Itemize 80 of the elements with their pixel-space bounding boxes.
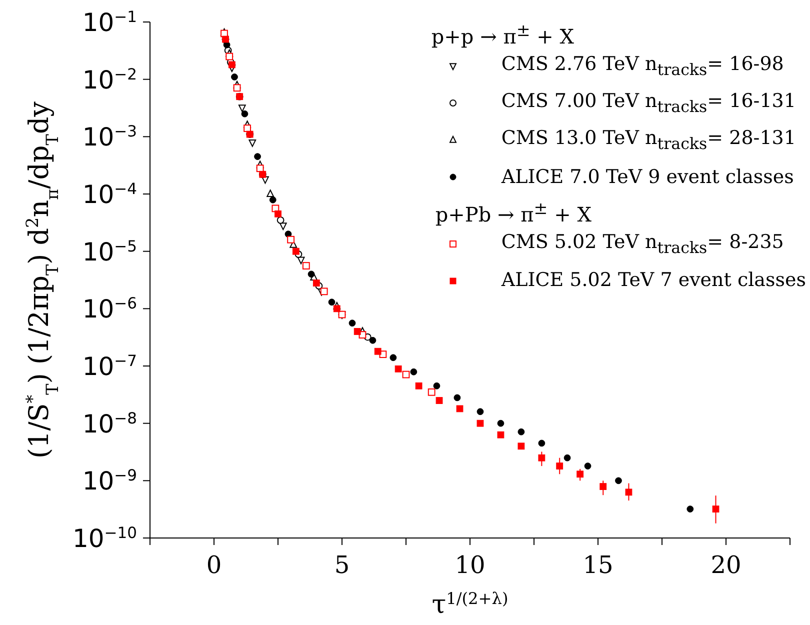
point — [272, 204, 280, 212]
x-tick-label: 15 — [582, 551, 614, 579]
legend-label: ALICE 5.02 TeV 7 event classes — [501, 269, 806, 292]
y-tick-label: 10$^{−1}$ — [82, 8, 137, 37]
point — [274, 210, 282, 218]
point — [538, 440, 546, 447]
point — [244, 124, 251, 132]
point — [615, 477, 622, 484]
point — [476, 420, 484, 427]
point — [390, 354, 397, 362]
point — [348, 320, 356, 327]
legend-label: CMS 5.02 TeV n$_{tracks}$= 8-235 — [501, 230, 784, 256]
point — [266, 190, 274, 198]
point — [476, 408, 484, 416]
y-tick-label: 10$^{−10}$ — [72, 524, 137, 553]
point — [312, 280, 320, 286]
point — [369, 336, 376, 344]
point — [231, 74, 238, 80]
point — [320, 288, 328, 296]
point — [402, 370, 410, 378]
x-tick-label: 20 — [710, 551, 742, 579]
point — [333, 305, 340, 312]
point — [497, 431, 504, 438]
legend-label: ALICE 7.0 TeV 9 event classes — [501, 166, 794, 188]
point — [287, 236, 294, 244]
legend-label: CMS 2.76 TeV n$_{tracks}$= 16-98 — [501, 53, 784, 79]
point — [226, 52, 234, 60]
legend-label: CMS 13.0 TeV n$_{tracks}$= 28-131 — [501, 127, 796, 153]
x-tick-label: 5 — [334, 551, 350, 579]
point — [269, 196, 276, 204]
point — [302, 262, 310, 270]
point — [518, 442, 525, 450]
point — [410, 368, 418, 376]
y-tick-label: 10$^{−8}$ — [82, 409, 137, 438]
point — [222, 36, 229, 43]
y-tick-label: 10$^{−5}$ — [82, 237, 137, 266]
point — [600, 483, 607, 490]
y-tick-label: 10$^{−9}$ — [82, 466, 137, 496]
y-tick-label: 10$^{−4}$ — [82, 180, 137, 209]
point — [584, 462, 592, 470]
point — [518, 428, 525, 436]
x-tick-label: 0 — [206, 551, 222, 579]
legend-label: CMS 7.00 TeV n$_{tracks}$= 16-131 — [501, 90, 796, 116]
point — [276, 216, 284, 224]
annotation: p+p → π$^{±}$ + X — [431, 21, 576, 49]
y-tick-label: 10$^{−3}$ — [82, 122, 137, 152]
point — [354, 328, 361, 335]
point — [279, 222, 287, 230]
point — [328, 298, 336, 306]
point — [625, 488, 632, 496]
point — [374, 348, 382, 355]
point — [712, 506, 720, 512]
point — [428, 388, 436, 396]
point — [454, 394, 461, 402]
point — [248, 139, 256, 147]
point — [686, 506, 694, 512]
point — [233, 84, 241, 92]
annotation: p+Pb → π$^{±}$ + X — [435, 198, 592, 226]
point — [241, 110, 248, 118]
point — [238, 104, 246, 112]
point — [256, 164, 264, 172]
point — [308, 270, 315, 278]
point — [564, 454, 571, 462]
point — [497, 420, 504, 427]
point — [436, 397, 443, 404]
point — [556, 462, 564, 470]
point — [254, 153, 261, 160]
y-tick-label: 10$^{−6}$ — [82, 294, 137, 324]
point — [228, 61, 236, 68]
point — [433, 382, 440, 390]
point — [576, 470, 584, 478]
y-tick-label: 10$^{−2}$ — [82, 65, 137, 94]
point — [394, 365, 402, 372]
x-axis-title: τ$^{1/(2+λ)}$ — [432, 588, 508, 620]
point — [538, 454, 546, 462]
point — [292, 248, 300, 255]
point — [415, 382, 422, 390]
x-tick-label: 10 — [454, 551, 486, 579]
point — [456, 405, 464, 412]
y-tick-label: 10$^{−7}$ — [82, 352, 137, 381]
